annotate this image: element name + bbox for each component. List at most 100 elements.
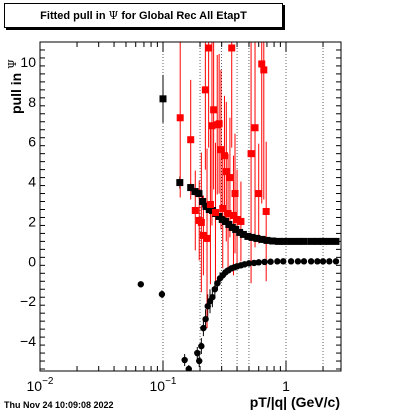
data-point bbox=[137, 281, 145, 288]
data-point bbox=[224, 209, 232, 217]
data-point bbox=[287, 258, 295, 265]
data-point bbox=[280, 258, 287, 265]
chart-title-prefix: Fitted pull in bbox=[40, 10, 109, 22]
data-point bbox=[239, 230, 247, 238]
data-point bbox=[197, 218, 205, 226]
data-point bbox=[294, 237, 302, 245]
data-point bbox=[260, 66, 268, 74]
data-point bbox=[248, 233, 256, 241]
data-point bbox=[203, 234, 211, 242]
data-point bbox=[199, 198, 207, 206]
data-point bbox=[208, 122, 216, 130]
grid bbox=[162, 42, 324, 371]
chart-title: Fitted pull in Ψ for Global Rec All Etap… bbox=[5, 9, 282, 22]
x-tick-label-base: 1 bbox=[282, 378, 290, 394]
data-point bbox=[201, 86, 209, 94]
x-tick-label-base: 10 bbox=[150, 378, 166, 394]
data-point bbox=[261, 258, 268, 266]
x-tick-label: 1 bbox=[282, 378, 290, 394]
data-point bbox=[215, 120, 223, 128]
data-point bbox=[220, 152, 228, 160]
data-point bbox=[200, 324, 207, 332]
data-point bbox=[250, 259, 258, 267]
data-point bbox=[280, 237, 288, 245]
data-point bbox=[319, 258, 327, 265]
data-point bbox=[191, 206, 199, 214]
data-point bbox=[319, 237, 327, 245]
data-markers bbox=[137, 44, 340, 371]
x-axis-label: pT/|q| (GeV/c) bbox=[249, 394, 340, 410]
data-point bbox=[232, 225, 240, 233]
data-point bbox=[307, 258, 315, 265]
data-point bbox=[233, 215, 241, 223]
data-point bbox=[195, 190, 203, 198]
data-point bbox=[226, 174, 234, 182]
data-point bbox=[244, 232, 252, 240]
x-tick-label-exponent: −2 bbox=[42, 376, 54, 387]
data-point bbox=[211, 208, 219, 216]
data-point bbox=[219, 204, 227, 212]
data-point bbox=[255, 190, 263, 198]
title-box: Fitted pull in Ψ for Global Rec All Etap… bbox=[4, 3, 283, 28]
y-tick-label: 10 bbox=[20, 54, 36, 70]
y-tick-label: −4 bbox=[20, 333, 36, 349]
data-point bbox=[262, 207, 270, 215]
data-point bbox=[332, 258, 340, 265]
data-point bbox=[229, 211, 237, 219]
y-axis-label-symbol: Ψ bbox=[6, 59, 19, 69]
data-point bbox=[185, 365, 192, 371]
data-point bbox=[209, 294, 216, 301]
data-point bbox=[176, 179, 184, 187]
x-tick-label: 10−1 bbox=[150, 376, 177, 394]
data-point bbox=[217, 146, 225, 154]
data-point bbox=[274, 258, 281, 265]
data-point bbox=[206, 201, 214, 209]
data-point bbox=[159, 95, 167, 103]
data-point bbox=[267, 258, 274, 265]
data-point bbox=[181, 356, 188, 364]
error-bars bbox=[161, 42, 267, 371]
y-tick-label: 6 bbox=[28, 134, 36, 150]
data-point bbox=[314, 258, 321, 265]
data-point bbox=[205, 44, 213, 52]
y-axis-label-text: pull in bbox=[8, 69, 24, 114]
y-axis-label: pull in Ψ bbox=[6, 59, 24, 114]
data-point bbox=[198, 342, 205, 350]
data-point bbox=[253, 234, 261, 242]
psi-symbol: Ψ bbox=[108, 9, 119, 22]
data-point bbox=[237, 217, 245, 225]
data-point bbox=[194, 349, 201, 357]
y-tick-label: 4 bbox=[28, 174, 36, 190]
timestamp: Thu Nov 24 10:09:08 2022 bbox=[4, 400, 114, 410]
data-point bbox=[158, 291, 166, 298]
data-point bbox=[275, 237, 283, 245]
data-point bbox=[231, 190, 239, 198]
data-point bbox=[307, 237, 315, 245]
y-tick-label: 8 bbox=[28, 94, 36, 110]
data-point bbox=[199, 231, 207, 239]
data-point bbox=[228, 44, 236, 52]
data-point bbox=[211, 286, 219, 293]
data-point bbox=[258, 60, 266, 68]
data-point bbox=[236, 228, 244, 236]
data-point bbox=[313, 237, 321, 245]
y-tick-label: −2 bbox=[20, 293, 36, 309]
data-point bbox=[269, 237, 277, 245]
data-point bbox=[258, 235, 266, 243]
data-point bbox=[255, 259, 262, 266]
data-point bbox=[326, 258, 333, 265]
data-point bbox=[176, 114, 184, 122]
data-point bbox=[300, 237, 308, 245]
axis-ticks bbox=[39, 41, 341, 371]
data-point bbox=[300, 258, 308, 265]
data-point bbox=[251, 124, 259, 132]
data-point bbox=[247, 150, 255, 158]
x-tick-label-exponent: −1 bbox=[165, 376, 177, 387]
chart-title-suffix: for Global Rec All EtapT bbox=[118, 10, 247, 22]
data-point bbox=[263, 236, 271, 244]
x-tick-label-base: 10 bbox=[27, 378, 43, 394]
data-point bbox=[214, 280, 221, 287]
data-point bbox=[222, 168, 230, 176]
